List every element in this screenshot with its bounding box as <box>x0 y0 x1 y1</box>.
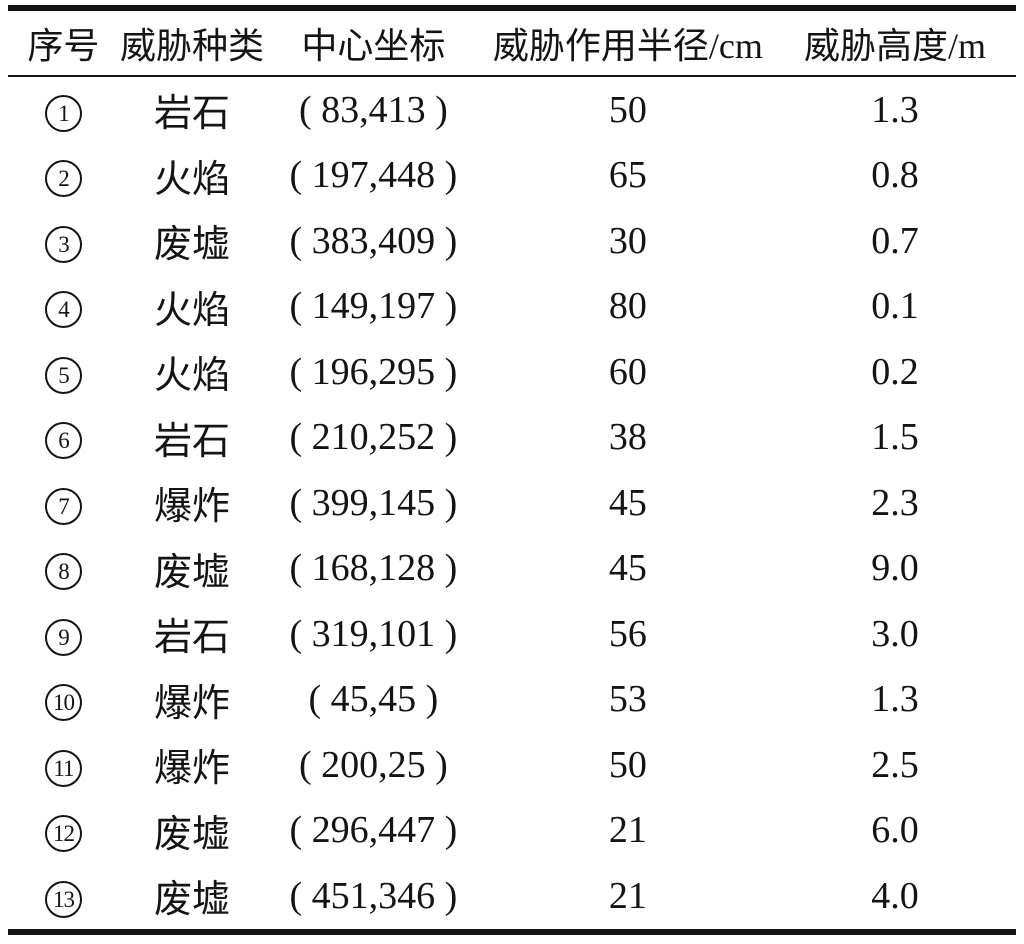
cell-radius: 38 <box>608 416 647 459</box>
cell-serial-no: 13 <box>8 863 119 932</box>
cell-center-coord: ( 200,25 ) <box>298 743 448 786</box>
table-row: 3 废墟 ( 383,409 ) 30 0.7 <box>8 208 1016 274</box>
cell-center-coord: ( 45,45 ) <box>308 678 439 721</box>
table-row: 2 火焰 ( 197,448 ) 65 0.8 <box>8 143 1016 209</box>
cell-radius: 56 <box>608 612 647 655</box>
cell-center-coord: ( 83,413 ) <box>298 88 448 131</box>
cell-center-coord: ( 451,346 ) <box>289 874 458 917</box>
circled-number: 1 <box>44 94 82 132</box>
circled-number: 12 <box>44 815 82 853</box>
cell-radius: 45 <box>608 547 647 590</box>
cell-center-coord: ( 319,101 ) <box>289 612 458 655</box>
cell-center-coord: ( 196,295 ) <box>289 350 458 393</box>
cell-center-coord: ( 399,145 ) <box>289 481 458 524</box>
circled-number: 11 <box>44 749 82 787</box>
cell-threat-type: 爆炸 <box>153 748 230 791</box>
circled-number: 13 <box>44 880 82 918</box>
table-row: 7 爆炸 ( 399,145 ) 45 2.3 <box>8 470 1016 536</box>
cell-height: 6.0 <box>871 809 919 852</box>
cell-threat-type: 废墟 <box>153 224 230 267</box>
col-header-radius: 威胁作用半径/cm <box>492 26 763 66</box>
circled-number: 4 <box>44 291 82 329</box>
cell-height: 2.3 <box>871 481 919 524</box>
table-row: 5 火焰 ( 196,295 ) 60 0.2 <box>8 339 1016 405</box>
cell-height: 2.5 <box>871 743 919 786</box>
table-row: 10 爆炸 ( 45,45 ) 53 1.3 <box>8 667 1016 733</box>
cell-serial-no: 1 <box>8 76 119 143</box>
circled-number: 5 <box>44 356 82 394</box>
cell-threat-type: 岩石 <box>153 617 230 660</box>
cell-height: 0.8 <box>871 154 919 197</box>
cell-threat-type: 爆炸 <box>153 486 230 529</box>
cell-height: 1.3 <box>871 678 919 721</box>
col-header-height: 威胁高度/m <box>804 26 987 66</box>
cell-serial-no: 3 <box>8 208 119 274</box>
cell-radius: 50 <box>608 743 647 786</box>
cell-height: 1.5 <box>871 416 919 459</box>
cell-serial-no: 8 <box>8 536 119 602</box>
cell-serial-no: 6 <box>8 405 119 471</box>
col-header-threat-type: 威胁种类 <box>119 26 264 66</box>
cell-radius: 30 <box>608 219 647 262</box>
table-row: 12 废墟 ( 296,447 ) 21 6.0 <box>8 798 1016 864</box>
threat-table: 序号 威胁种类 中心坐标 威胁作用半径/cm 威胁高度/m 1 岩石 ( 83,… <box>8 5 1016 935</box>
cell-serial-no: 12 <box>8 798 119 864</box>
cell-height: 9.0 <box>871 547 919 590</box>
cell-serial-no: 5 <box>8 339 119 405</box>
cell-center-coord: ( 197,448 ) <box>289 154 458 197</box>
cell-height: 4.0 <box>871 874 919 917</box>
cell-serial-no: 4 <box>8 274 119 340</box>
cell-radius: 45 <box>608 481 647 524</box>
cell-center-coord: ( 210,252 ) <box>289 416 458 459</box>
cell-radius: 65 <box>608 154 647 197</box>
table-row: 4 火焰 ( 149,197 ) 80 0.1 <box>8 274 1016 340</box>
cell-threat-type: 废墟 <box>153 813 230 856</box>
cell-height: 0.1 <box>871 285 919 328</box>
cell-serial-no: 7 <box>8 470 119 536</box>
circled-number: 10 <box>44 684 82 722</box>
cell-center-coord: ( 149,197 ) <box>289 285 458 328</box>
cell-radius: 80 <box>608 285 647 328</box>
cell-radius: 60 <box>608 350 647 393</box>
cell-threat-type: 火焰 <box>153 289 230 332</box>
cell-height: 1.3 <box>871 88 919 131</box>
cell-threat-type: 爆炸 <box>153 682 230 725</box>
circled-number: 3 <box>44 225 82 263</box>
circled-number: 9 <box>44 618 82 656</box>
cell-height: 0.7 <box>871 219 919 262</box>
cell-radius: 21 <box>608 874 647 917</box>
circled-number: 8 <box>44 553 82 591</box>
table-row: 11 爆炸 ( 200,25 ) 50 2.5 <box>8 732 1016 798</box>
cell-threat-type: 火焰 <box>153 355 230 398</box>
cell-serial-no: 9 <box>8 601 119 667</box>
table-row: 8 废墟 ( 168,128 ) 45 9.0 <box>8 536 1016 602</box>
cell-threat-type: 火焰 <box>153 158 230 201</box>
col-header-serial-no: 序号 <box>27 26 100 66</box>
cell-serial-no: 11 <box>8 732 119 798</box>
cell-radius: 53 <box>608 678 647 721</box>
table-row: 6 岩石 ( 210,252 ) 38 1.5 <box>8 405 1016 471</box>
cell-center-coord: ( 296,447 ) <box>289 809 458 852</box>
circled-number: 6 <box>44 422 82 460</box>
cell-threat-type: 岩石 <box>153 420 230 463</box>
cell-height: 3.0 <box>871 612 919 655</box>
cell-radius: 50 <box>608 88 647 131</box>
col-header-center-coord: 中心坐标 <box>301 26 446 66</box>
cell-height: 0.2 <box>871 350 919 393</box>
cell-center-coord: ( 383,409 ) <box>289 219 458 262</box>
cell-threat-type: 废墟 <box>153 879 230 922</box>
table-row: 1 岩石 ( 83,413 ) 50 1.3 <box>8 76 1016 143</box>
cell-threat-type: 岩石 <box>153 93 230 136</box>
cell-serial-no: 10 <box>8 667 119 733</box>
cell-center-coord: ( 168,128 ) <box>289 547 458 590</box>
table-row: 9 岩石 ( 319,101 ) 56 3.0 <box>8 601 1016 667</box>
circled-number: 7 <box>44 487 82 525</box>
header-row: 序号 威胁种类 中心坐标 威胁作用半径/cm 威胁高度/m <box>8 8 1016 76</box>
cell-serial-no: 2 <box>8 143 119 209</box>
table-row: 13 废墟 ( 451,346 ) 21 4.0 <box>8 863 1016 932</box>
cell-radius: 21 <box>608 809 647 852</box>
cell-threat-type: 废墟 <box>153 551 230 594</box>
circled-number: 2 <box>44 160 82 198</box>
